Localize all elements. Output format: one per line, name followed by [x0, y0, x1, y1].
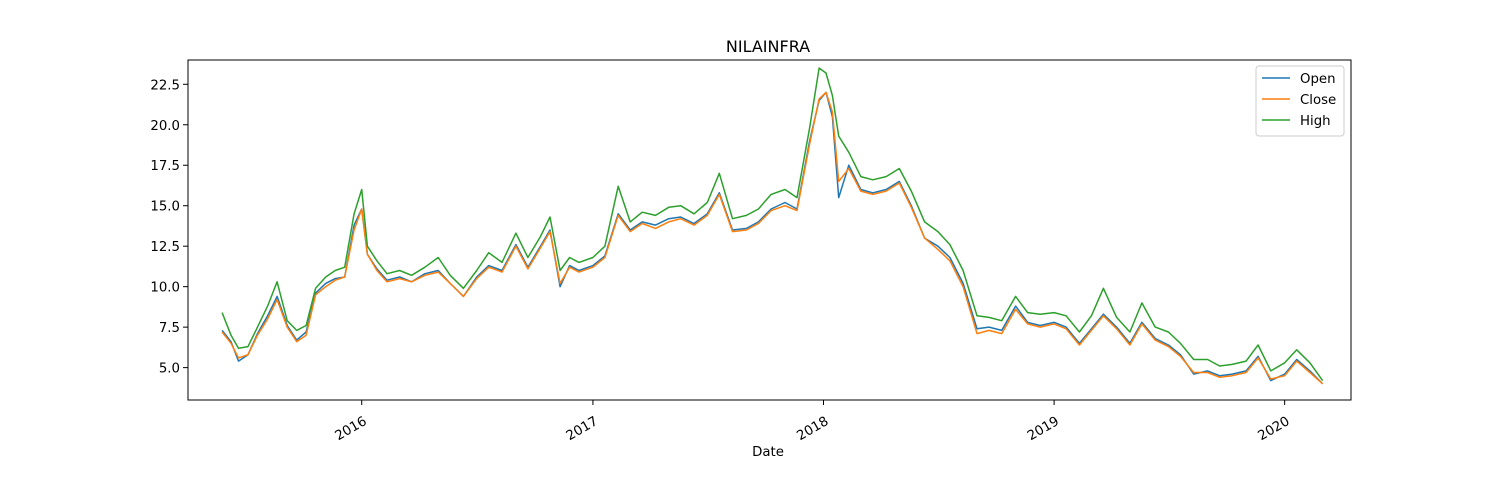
x-tick-label: 2017: [564, 414, 601, 444]
y-tick-label: 10.0: [150, 281, 180, 296]
legend-box: [1255, 65, 1345, 137]
y-tick-label: 5.0: [159, 362, 180, 377]
series-line-open: [221, 91, 1324, 385]
y-tick-label: 22.5: [150, 78, 180, 93]
x-axis-label: Date: [752, 445, 784, 460]
x-tick-label: 2019: [1025, 414, 1062, 444]
x-tick-label: 2018: [795, 414, 832, 444]
series-line-close: [221, 91, 1324, 385]
chart-title: NILAINFRA: [726, 37, 810, 56]
y-tick-label: 12.5: [150, 240, 180, 255]
y-tick-label: 7.5: [159, 321, 180, 336]
legend-label-high: High: [1300, 114, 1331, 129]
plot-frame: [187, 59, 1352, 401]
y-tick-label: 17.5: [150, 159, 180, 174]
x-axis: 2016 2017 2018 2019 2020: [333, 400, 1293, 444]
plot-area: [221, 67, 1324, 385]
legend-label-open: Open: [1300, 72, 1336, 87]
legend-label-close: Close: [1300, 93, 1336, 108]
series-line-high: [221, 67, 1324, 382]
x-tick-label: 2016: [333, 414, 370, 444]
y-axis: 5.0 7.5 10.0 12.5 15.0 17.5 20.0 22.5: [150, 78, 188, 377]
y-tick-label: 20.0: [150, 119, 180, 134]
y-tick-label: 15.0: [150, 200, 180, 215]
x-tick-label: 2020: [1256, 414, 1293, 444]
legend: Open Close High: [1255, 65, 1345, 137]
